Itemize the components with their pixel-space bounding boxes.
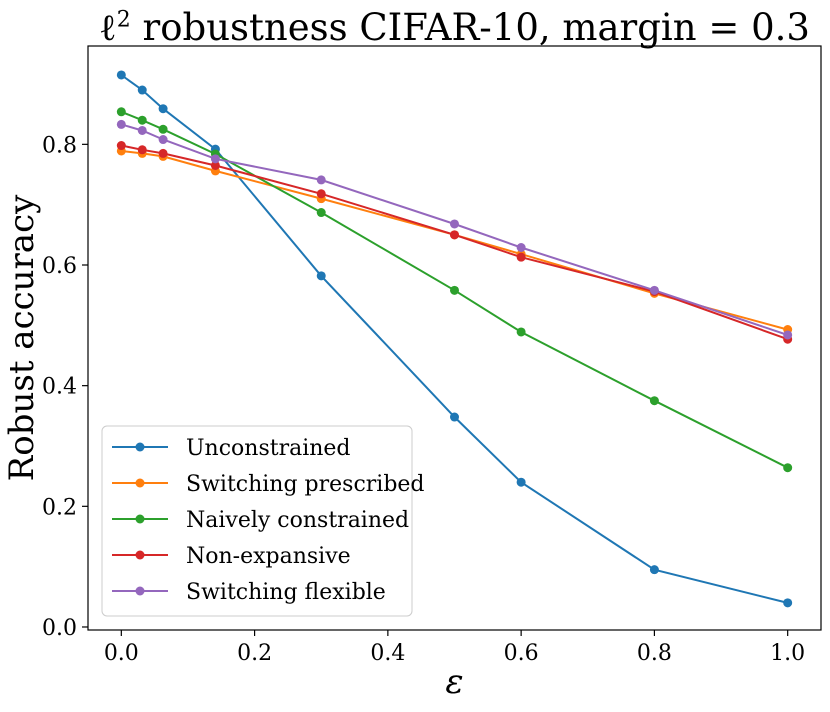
- data-point-non-expansive: [137, 145, 147, 155]
- data-point-switching-flexible: [316, 175, 326, 185]
- y-tick-label: 0.4: [42, 375, 77, 400]
- data-point-naively-constrained: [649, 396, 659, 406]
- data-point-naively-constrained: [116, 107, 126, 117]
- data-point-switching-flexible: [450, 219, 459, 229]
- y-tick-label: 0.6: [42, 254, 77, 279]
- legend-label: Switching flexible: [186, 580, 386, 605]
- data-point-naively-constrained: [316, 208, 326, 218]
- series-switching-flexible: [116, 119, 793, 340]
- y-tick-label: 0.0: [42, 616, 77, 641]
- series-naively-constrained: [116, 107, 793, 473]
- y-tick-label: 0.2: [42, 495, 77, 520]
- data-point-non-expansive: [516, 252, 526, 262]
- legend-box: [101, 425, 413, 617]
- data-point-switching-flexible: [158, 135, 168, 145]
- data-point-switching-flexible: [516, 243, 526, 253]
- x-tick-label: 1.0: [770, 641, 805, 666]
- data-point-naively-constrained: [783, 463, 793, 473]
- x-tick-label: 0.2: [237, 641, 272, 666]
- data-point-non-expansive: [158, 148, 168, 158]
- legend-marker: [135, 586, 145, 596]
- series-unconstrained: [116, 70, 793, 608]
- y-axis-label: Robust accuracy: [2, 194, 42, 482]
- legend-marker: [135, 514, 145, 524]
- series-line-non-expansive: [121, 144, 789, 341]
- data-point-switching-flexible: [137, 125, 147, 135]
- data-point-naively-constrained: [516, 327, 526, 337]
- legend-label: Switching prescribed: [186, 472, 425, 497]
- legend: Unconstrained Switching prescribed Naively…: [101, 425, 425, 617]
- legend-label: Naively constrained: [186, 508, 409, 533]
- data-point-non-expansive: [116, 141, 126, 151]
- legend-item-unconstrained: Unconstrained: [112, 436, 351, 461]
- y-tick-label: 0.8: [42, 133, 77, 158]
- series-layer: [116, 70, 793, 608]
- data-point-non-expansive: [316, 189, 326, 199]
- legend-label: Non-expansive: [186, 544, 351, 569]
- legend-marker: [135, 442, 145, 452]
- x-tick-label: 0.6: [504, 641, 539, 666]
- x-tick-label: 0.4: [370, 641, 405, 666]
- data-point-naively-constrained: [137, 115, 147, 125]
- data-point-unconstrained: [649, 565, 659, 575]
- data-point-switching-flexible: [649, 285, 659, 295]
- data-point-non-expansive: [450, 230, 459, 240]
- legend-item-non-expansive: Non-expansive: [112, 544, 351, 569]
- x-axis-label: ε: [445, 662, 464, 702]
- data-point-unconstrained: [516, 477, 526, 487]
- plot-area-frame: [87, 45, 822, 631]
- data-point-switching-flexible: [116, 119, 126, 129]
- x-axis-ticks: 0.0 0.2 0.4 0.6 0.8 1.0: [104, 630, 805, 666]
- chart-title: ℓ2 robustness CIFAR-10, margin = 0.3: [99, 6, 810, 49]
- data-point-naively-constrained: [158, 124, 168, 134]
- data-point-unconstrained: [116, 70, 126, 80]
- data-point-unconstrained: [450, 412, 459, 422]
- x-tick-label: 0.8: [637, 641, 672, 666]
- data-point-unconstrained: [137, 85, 147, 95]
- data-point-unconstrained: [783, 598, 793, 608]
- legend-marker: [135, 478, 145, 488]
- legend-item-switching-flexible: Switching flexible: [112, 580, 386, 605]
- data-point-unconstrained: [158, 104, 168, 114]
- data-point-switching-flexible: [783, 330, 793, 340]
- data-point-naively-constrained: [450, 285, 459, 295]
- legend-label: Unconstrained: [186, 436, 351, 461]
- x-tick-label: 0.0: [104, 641, 139, 666]
- y-axis-ticks: 0.0 0.2 0.4 0.6 0.8: [42, 133, 88, 641]
- legend-marker: [135, 550, 145, 560]
- data-point-unconstrained: [316, 271, 326, 281]
- series-switching-prescribed: [116, 146, 793, 335]
- legend-item-naively-constrained: Naively constrained: [112, 508, 409, 533]
- data-point-non-expansive: [210, 160, 220, 170]
- legend-item-switching-prescribed: Switching prescribed: [112, 472, 425, 497]
- data-point-switching-flexible: [210, 154, 220, 164]
